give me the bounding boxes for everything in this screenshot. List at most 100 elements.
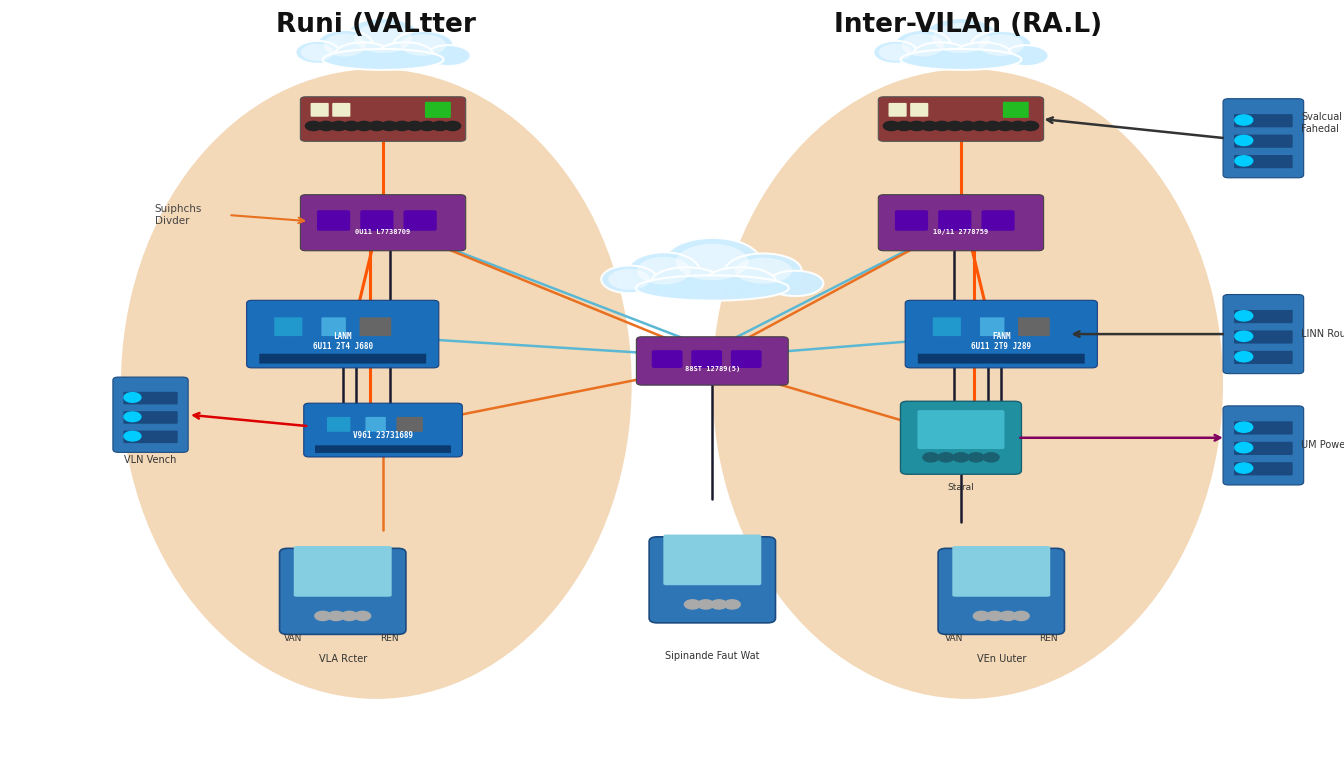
- Circle shape: [445, 121, 461, 131]
- Circle shape: [1235, 115, 1253, 125]
- FancyBboxPatch shape: [1234, 351, 1293, 364]
- Ellipse shape: [874, 41, 918, 64]
- Circle shape: [305, 121, 321, 131]
- FancyBboxPatch shape: [664, 535, 761, 585]
- FancyBboxPatch shape: [938, 210, 972, 230]
- Circle shape: [355, 611, 371, 621]
- Ellipse shape: [637, 257, 691, 285]
- Ellipse shape: [726, 253, 801, 288]
- Text: Inter-VILAn (RA.L): Inter-VILAn (RA.L): [833, 12, 1102, 38]
- Text: UM Power: UM Power: [1301, 440, 1344, 451]
- Ellipse shape: [344, 18, 421, 58]
- FancyBboxPatch shape: [1223, 295, 1304, 374]
- Circle shape: [968, 453, 984, 462]
- FancyBboxPatch shape: [396, 417, 423, 432]
- FancyBboxPatch shape: [888, 103, 907, 117]
- Ellipse shape: [970, 31, 1032, 59]
- FancyBboxPatch shape: [895, 210, 929, 230]
- Ellipse shape: [426, 45, 470, 66]
- Circle shape: [896, 121, 913, 131]
- Circle shape: [124, 412, 141, 422]
- Ellipse shape: [636, 276, 789, 301]
- Circle shape: [921, 121, 937, 131]
- Text: 88ST 12789(5): 88ST 12789(5): [684, 366, 741, 372]
- Circle shape: [997, 121, 1013, 131]
- Ellipse shape: [323, 49, 444, 70]
- FancyBboxPatch shape: [1223, 99, 1304, 178]
- Ellipse shape: [324, 34, 366, 57]
- Circle shape: [1235, 463, 1253, 473]
- Circle shape: [985, 121, 1001, 131]
- FancyBboxPatch shape: [259, 354, 426, 363]
- Ellipse shape: [767, 271, 824, 296]
- Ellipse shape: [978, 35, 1024, 56]
- FancyBboxPatch shape: [403, 210, 437, 230]
- FancyBboxPatch shape: [649, 537, 775, 623]
- FancyBboxPatch shape: [360, 317, 391, 336]
- Text: LANM
6U11 2T4 J680: LANM 6U11 2T4 J680: [313, 332, 372, 351]
- FancyBboxPatch shape: [691, 350, 722, 368]
- FancyBboxPatch shape: [321, 317, 345, 336]
- Circle shape: [938, 453, 954, 462]
- FancyBboxPatch shape: [652, 350, 683, 368]
- Ellipse shape: [712, 69, 1223, 699]
- Ellipse shape: [301, 44, 335, 61]
- FancyBboxPatch shape: [113, 377, 188, 452]
- FancyBboxPatch shape: [314, 445, 452, 453]
- FancyBboxPatch shape: [360, 210, 394, 230]
- Text: VLA Rcter: VLA Rcter: [319, 654, 367, 664]
- Ellipse shape: [609, 269, 650, 290]
- Circle shape: [973, 611, 989, 621]
- Circle shape: [419, 121, 435, 131]
- Circle shape: [986, 611, 1003, 621]
- Circle shape: [698, 600, 714, 609]
- FancyBboxPatch shape: [910, 103, 929, 117]
- Ellipse shape: [676, 244, 749, 280]
- FancyBboxPatch shape: [1234, 462, 1293, 475]
- Circle shape: [431, 121, 448, 131]
- Ellipse shape: [900, 49, 1021, 70]
- FancyBboxPatch shape: [906, 300, 1097, 368]
- Circle shape: [319, 121, 335, 131]
- FancyBboxPatch shape: [918, 354, 1085, 363]
- FancyBboxPatch shape: [294, 546, 391, 597]
- FancyBboxPatch shape: [1019, 317, 1050, 336]
- Ellipse shape: [355, 23, 411, 53]
- Circle shape: [1009, 121, 1025, 131]
- Circle shape: [331, 121, 347, 131]
- FancyBboxPatch shape: [247, 300, 438, 368]
- Text: V961 23731689: V961 23731689: [353, 432, 413, 440]
- Circle shape: [124, 432, 141, 441]
- Text: 10/11 2778759: 10/11 2778759: [933, 229, 989, 235]
- FancyBboxPatch shape: [731, 350, 762, 368]
- FancyBboxPatch shape: [300, 195, 465, 250]
- Circle shape: [972, 121, 988, 131]
- FancyBboxPatch shape: [918, 410, 1004, 449]
- FancyBboxPatch shape: [332, 103, 351, 117]
- Text: LINN Router: LINN Router: [1301, 329, 1344, 339]
- Text: VAN: VAN: [945, 634, 964, 644]
- Ellipse shape: [913, 42, 969, 67]
- Ellipse shape: [628, 252, 700, 290]
- Circle shape: [684, 600, 700, 609]
- Text: 0U11 L7738709: 0U11 L7738709: [355, 229, 411, 235]
- Ellipse shape: [296, 41, 340, 64]
- FancyBboxPatch shape: [1234, 114, 1293, 127]
- Circle shape: [883, 121, 899, 131]
- Text: Svalcual
Fahedal: Svalcual Fahedal: [1301, 112, 1343, 134]
- Circle shape: [1235, 311, 1253, 321]
- Text: Suiphchs
Divder: Suiphchs Divder: [155, 204, 202, 226]
- FancyBboxPatch shape: [879, 97, 1043, 141]
- Text: REN: REN: [1039, 634, 1058, 644]
- FancyBboxPatch shape: [317, 210, 351, 230]
- Ellipse shape: [376, 42, 433, 67]
- Circle shape: [328, 611, 344, 621]
- Circle shape: [1235, 331, 1253, 342]
- FancyBboxPatch shape: [900, 401, 1021, 475]
- Ellipse shape: [954, 42, 1011, 67]
- Circle shape: [953, 453, 969, 462]
- Circle shape: [341, 611, 358, 621]
- Circle shape: [946, 121, 962, 131]
- FancyBboxPatch shape: [304, 403, 462, 457]
- Ellipse shape: [401, 35, 446, 56]
